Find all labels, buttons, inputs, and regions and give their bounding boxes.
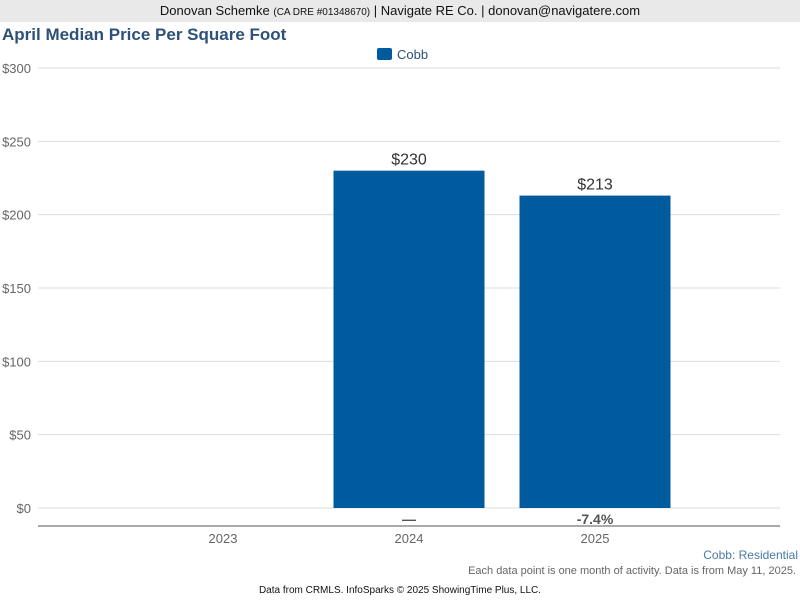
chart-legend[interactable]: Cobb [377,46,428,62]
change-label: -7.4% [577,511,614,527]
data-note: Each data point is one month of activity… [468,565,796,577]
x-tick-label: 2023 [209,531,238,546]
y-tick-label: $200 [2,208,31,223]
y-tick-label: $150 [2,281,31,296]
y-tick-label: $0 [17,501,31,516]
data-source: Data from CRMLS. InfoSparks © 2025 Showi… [258,585,542,596]
legend-swatch [377,48,392,60]
bar [519,195,671,508]
y-tick-label: $250 [2,134,31,149]
agent-company-contact: | Navigate RE Co. | donovan@navigatere.c… [373,3,641,18]
change-label: — [402,511,416,527]
data-label: $213 [577,177,613,194]
y-tick-label: $100 [2,354,31,369]
data-label: $230 [391,152,427,169]
x-tick-label: 2024 [395,531,424,546]
legend-label: Cobb [397,46,429,62]
bar-chart: $0 $50 $100 $150 $200 $250 $300 2023 $230 — 2024 $2… [2,61,780,546]
chart-title: April Median Price Per Square Foot [2,25,287,44]
x-tick-label: 2025 [581,531,610,546]
y-tick-label: $50 [9,428,31,443]
header-bar: Donovan Schemke (CA DRE #01348670) | Nav… [0,0,800,22]
y-tick-label: $300 [2,61,31,76]
bar [333,170,485,508]
agent-name: Donovan Schemke [159,3,270,18]
series-caption: Cobb: Residential [703,548,798,562]
agent-license: (CA DRE #01348670) [273,7,371,18]
